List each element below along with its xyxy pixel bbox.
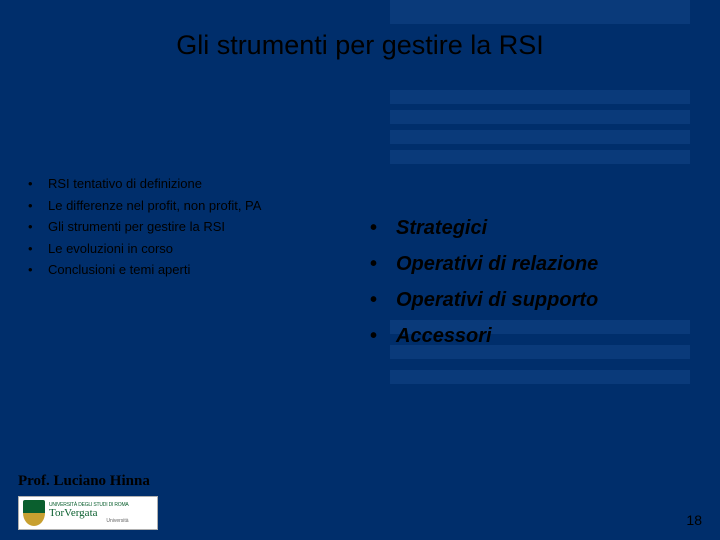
left-list-item: •Le differenze nel profit, non profit, P… <box>26 197 311 215</box>
logo-shield-icon <box>23 500 45 526</box>
right-list-text: Operativi di relazione <box>396 251 710 277</box>
right-list-text: Strategici <box>396 215 710 241</box>
bullet-icon: • <box>26 175 48 193</box>
logo-main-text: TorVergata <box>49 508 129 519</box>
bg-stripe <box>390 370 690 384</box>
slide-title: Gli strumenti per gestire la RSI <box>0 30 720 61</box>
bg-stripe <box>390 90 690 104</box>
author-label: Prof. Luciano Hinna <box>18 473 150 490</box>
bg-stripe <box>390 130 690 144</box>
bullet-icon: • <box>26 218 48 236</box>
left-list-text: RSI tentativo di definizione <box>48 175 311 193</box>
left-list-text: Conclusioni e temi aperti <box>48 261 311 279</box>
bullet-icon: • <box>26 261 48 279</box>
right-list-item: •Operativi di supporto <box>370 287 710 313</box>
page-number: 18 <box>686 512 702 528</box>
right-list-text: Accessori <box>396 323 710 349</box>
logo-sub-text: Università <box>49 519 129 524</box>
bullet-icon: • <box>370 323 396 349</box>
logo-text-group: UNIVERSITÀ DEGLI STUDI DI ROMA TorVergat… <box>49 503 129 524</box>
bullet-icon: • <box>26 240 48 258</box>
left-list-item: •Conclusioni e temi aperti <box>26 261 311 279</box>
bullet-icon: • <box>370 287 396 313</box>
left-outline-list: •RSI tentativo di definizione•Le differe… <box>26 175 311 283</box>
bullet-icon: • <box>26 197 48 215</box>
bg-stripe <box>390 110 690 124</box>
right-main-list: •Strategici•Operativi di relazione•Opera… <box>370 215 710 359</box>
right-list-item: •Operativi di relazione <box>370 251 710 277</box>
right-list-item: •Accessori <box>370 323 710 349</box>
bullet-icon: • <box>370 215 396 241</box>
bg-stripe <box>390 150 690 164</box>
left-list-item: •RSI tentativo di definizione <box>26 175 311 193</box>
right-list-item: •Strategici <box>370 215 710 241</box>
bullet-icon: • <box>370 251 396 277</box>
left-list-text: Gli strumenti per gestire la RSI <box>48 218 311 236</box>
left-list-text: Le differenze nel profit, non profit, PA <box>48 197 311 215</box>
bg-stripe <box>390 0 690 24</box>
left-list-item: •Gli strumenti per gestire la RSI <box>26 218 311 236</box>
left-list-text: Le evoluzioni in corso <box>48 240 311 258</box>
right-list-text: Operativi di supporto <box>396 287 710 313</box>
university-logo: UNIVERSITÀ DEGLI STUDI DI ROMA TorVergat… <box>18 496 158 530</box>
left-list-item: •Le evoluzioni in corso <box>26 240 311 258</box>
